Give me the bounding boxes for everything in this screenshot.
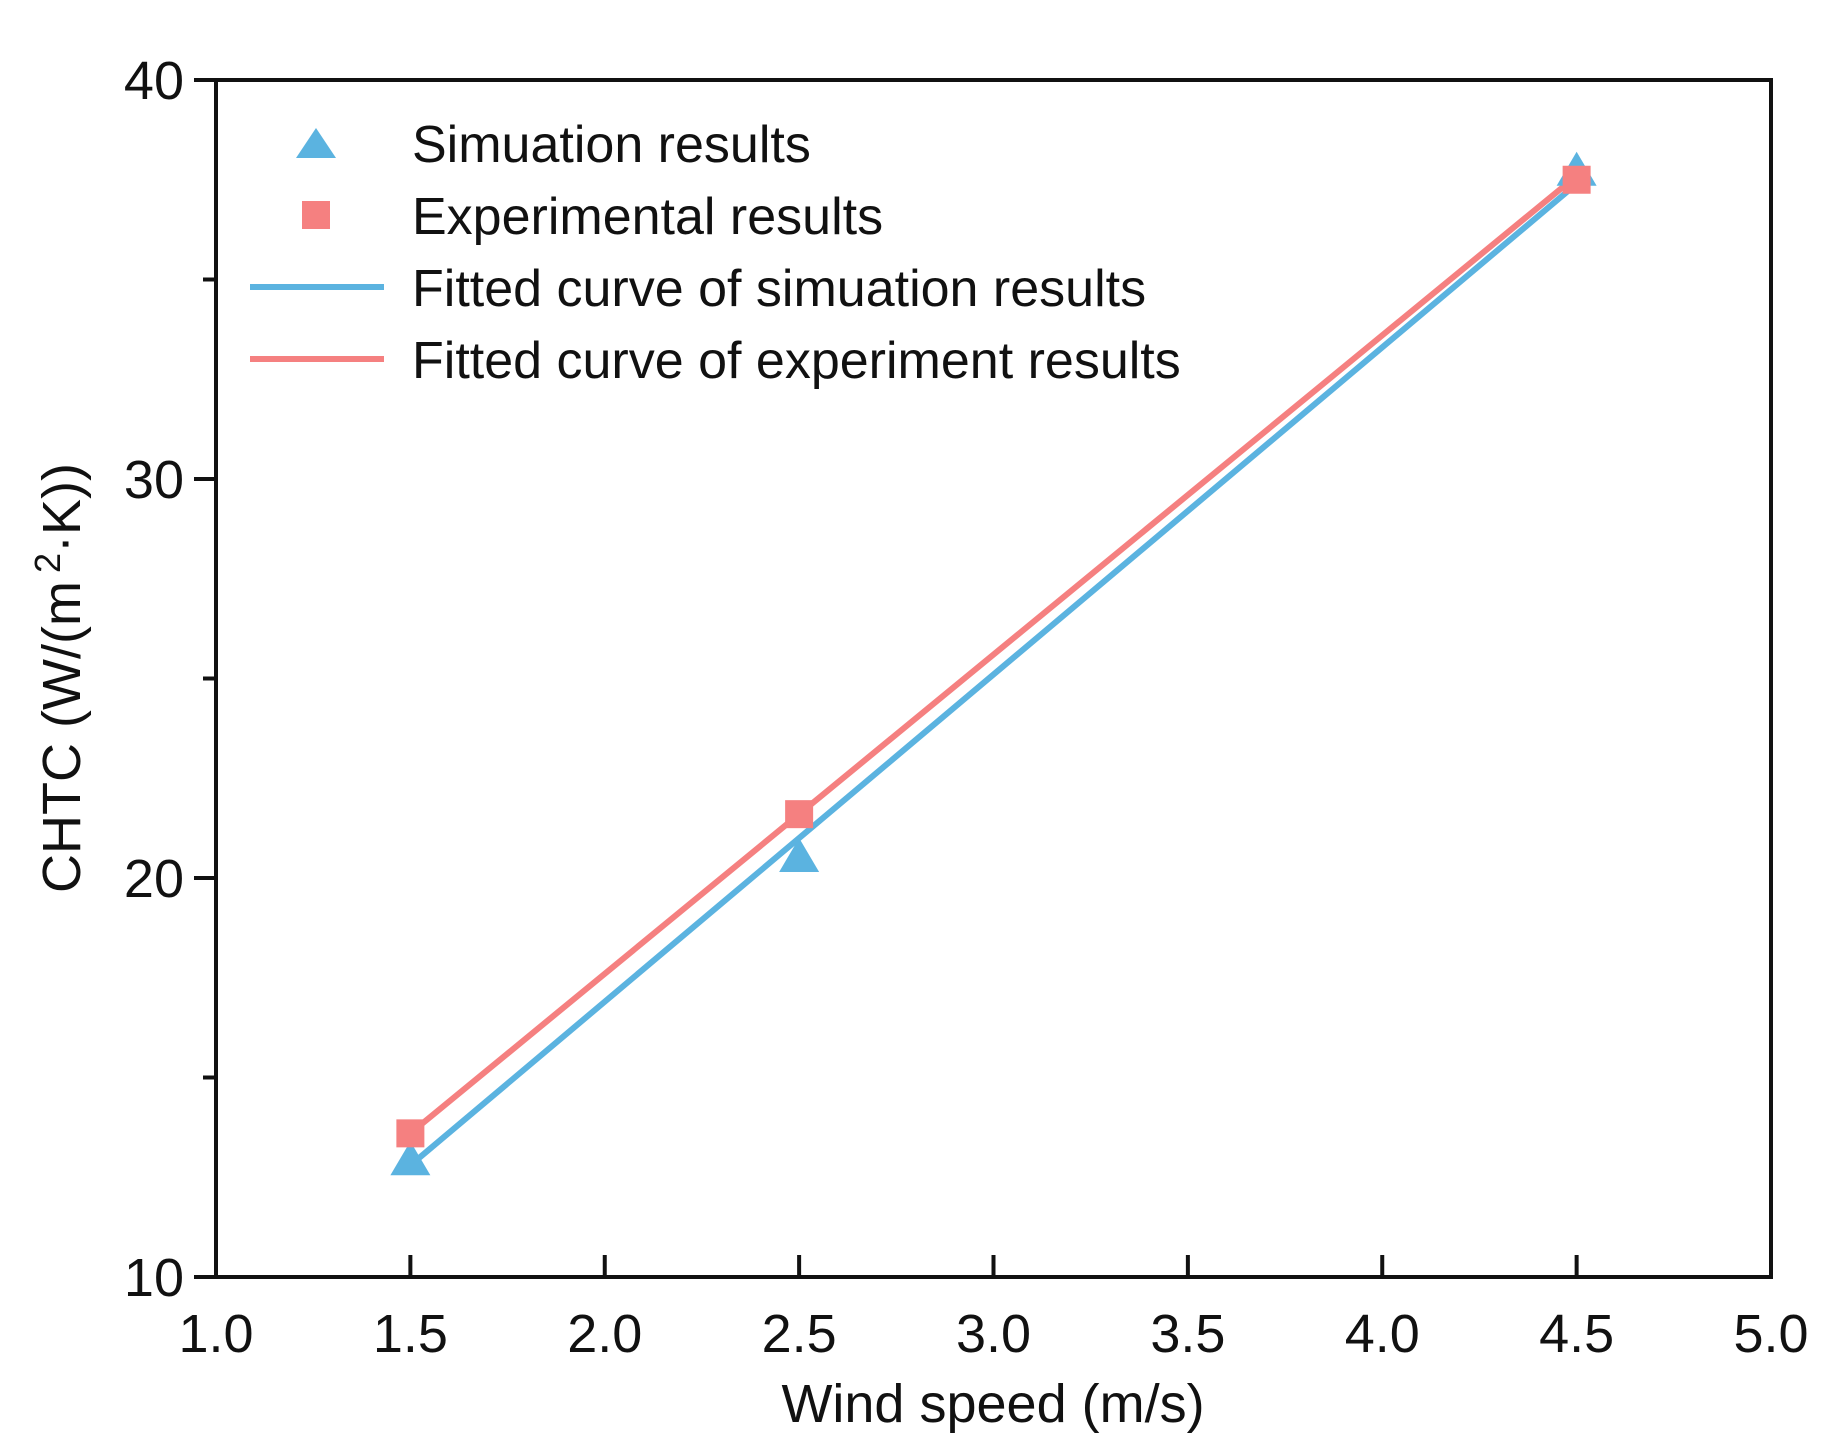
x-tick-label: 5.0	[1733, 1304, 1808, 1364]
plot-lines	[407, 172, 1580, 1169]
y-axis-title-prefix: CHTC (W/(m	[32, 581, 92, 893]
fit-line-segment	[407, 180, 1580, 1169]
legend-label-simulation-fit: Fitted curve of simuation results	[412, 260, 1146, 318]
experimental-point	[1562, 165, 1591, 194]
x-ticks: 1.0 1.5 2.0 2.5 3.0 3.5 4.0 4.5 5.0	[178, 1255, 1809, 1364]
x-tick-label: 1.0	[178, 1304, 253, 1364]
legend-square-marker	[302, 201, 330, 229]
y-axis-title-superscript: 2	[27, 553, 68, 573]
experimental-point	[396, 1119, 425, 1148]
y-tick-label: 30	[124, 450, 184, 510]
x-tick-label: 2.0	[567, 1304, 642, 1364]
plot-markers	[390, 151, 1597, 1176]
x-tick-label: 1.5	[373, 1304, 448, 1364]
x-tick-label: 4.0	[1345, 1304, 1420, 1364]
y-axis-title: CHTC (W/(m 2·K))	[27, 463, 92, 893]
x-tick-label: 2.5	[762, 1304, 837, 1364]
legend-label-experimental: Experimental results	[412, 188, 883, 246]
fit-line-segment	[407, 172, 1580, 1137]
x-tick-label: 4.5	[1539, 1304, 1614, 1364]
legend-triangle-marker	[296, 128, 336, 158]
y-tick-label: 40	[124, 51, 184, 111]
y-tick-label: 10	[124, 1248, 184, 1308]
y-ticks: 10 20 30 40	[124, 51, 216, 1308]
x-axis-title: Wind speed (m/s)	[781, 1374, 1204, 1434]
simulation-point	[390, 1141, 431, 1176]
y-tick-label: 20	[124, 849, 184, 909]
x-tick-label: 3.0	[956, 1304, 1031, 1364]
simulation-point	[779, 838, 820, 873]
legend-label-simulation: Simuation results	[412, 116, 811, 174]
x-tick-label: 3.5	[1150, 1304, 1225, 1364]
legend-label-experiment-fit: Fitted curve of experiment results	[412, 332, 1181, 390]
y-axis-title-suffix: ·K))	[32, 463, 92, 553]
experimental-point	[785, 800, 814, 829]
legend: Simuation results Experimental results F…	[250, 116, 1181, 390]
